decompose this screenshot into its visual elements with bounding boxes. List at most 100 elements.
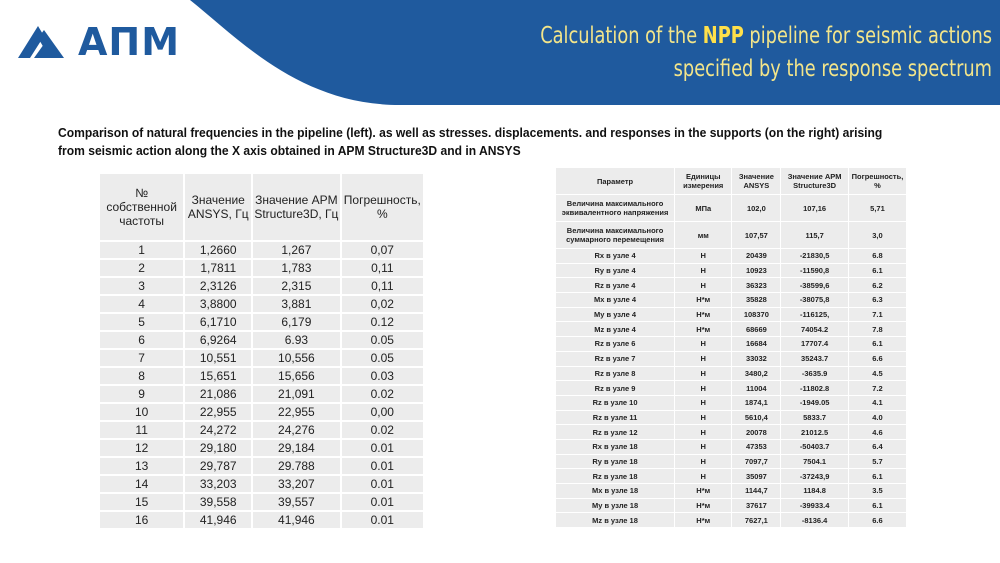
cell: Mx в узле 18 <box>554 483 676 499</box>
cell: 22,955 <box>183 402 254 422</box>
cell: 1144,7 <box>731 483 782 499</box>
cell: 29,180 <box>183 438 254 458</box>
cell: 21012.5 <box>780 424 849 440</box>
cell: -116125, <box>780 306 849 323</box>
cell: Rz в узле 7 <box>554 350 676 367</box>
cell: 0,11 <box>339 258 426 278</box>
table-row: Rz в узле 4 Н 36323 -38599,6 6.2 <box>554 277 908 294</box>
cell: 6 <box>97 330 186 350</box>
cell: 7 <box>97 348 186 368</box>
cell: 11004 <box>731 380 782 396</box>
cell: Mz в узле 4 <box>554 321 676 338</box>
cell: 7.2 <box>847 380 908 396</box>
cell: 5 <box>97 312 186 332</box>
cell: 0.02 <box>339 384 426 404</box>
table-row: 1 1,2660 1,267 0,07 <box>97 240 426 260</box>
cell: 3,0 <box>847 221 908 249</box>
cell: 29,184 <box>251 438 342 458</box>
cell: Н*м <box>674 483 733 499</box>
cell: 1,7811 <box>183 258 254 278</box>
table-row: Mx в узле 4 Н*м 35828 -38075,8 6.3 <box>554 292 908 308</box>
column-header: Параметр <box>554 167 676 195</box>
table-row: My в узле 18 Н*м 37617 -39933.4 6.1 <box>554 497 908 514</box>
cell: Н <box>674 394 733 411</box>
cell: Н <box>674 468 733 484</box>
cell: 0,07 <box>339 240 426 260</box>
cell: Rz в узле 6 <box>554 336 676 352</box>
column-header: Значение ANSYS, Гц <box>183 172 254 242</box>
cell: 21,086 <box>183 384 254 404</box>
cell: Rx в узле 4 <box>554 248 676 264</box>
cell: 20078 <box>731 424 782 440</box>
table-row: 8 15,651 15,656 0.03 <box>97 366 426 386</box>
column-header: № собственной частоты <box>97 172 186 242</box>
cell: 3.5 <box>847 483 908 499</box>
cell: Mx в узле 4 <box>554 292 676 308</box>
cell: 2,315 <box>251 276 342 296</box>
logo-mark <box>18 26 64 58</box>
cell: 115,7 <box>780 221 849 249</box>
logo-text: АПМ <box>78 20 181 64</box>
cell: 13 <box>97 456 186 476</box>
cell: Rz в узле 10 <box>554 394 676 411</box>
cell: 35097 <box>731 468 782 484</box>
table-row: Величина максимального эквивалентного на… <box>554 194 908 222</box>
cell: 5,71 <box>847 194 908 222</box>
cell: 0.01 <box>339 492 426 512</box>
cell: 6.6 <box>847 350 908 367</box>
table-row: 7 10,551 10,556 0.05 <box>97 348 426 368</box>
cell: 10 <box>97 402 186 422</box>
cell: -39933.4 <box>780 497 849 514</box>
cell: 3,881 <box>251 294 342 314</box>
cell: -1949.05 <box>780 394 849 411</box>
table-row: Rz в узле 12 Н 20078 21012.5 4.6 <box>554 424 908 440</box>
cell: 39,558 <box>183 492 254 512</box>
table-row: 5 6,1710 6,179 0.12 <box>97 312 426 332</box>
cell: 0.01 <box>339 474 426 494</box>
column-header: Значение APM Structure3D <box>780 167 849 195</box>
cell: 0,02 <box>339 294 426 314</box>
cell: Rz в узле 9 <box>554 380 676 396</box>
cell: 33,203 <box>183 474 254 494</box>
cell: 3480,2 <box>731 365 782 382</box>
table-row: 4 3,8800 3,881 0,02 <box>97 294 426 314</box>
cell: Н <box>674 438 733 455</box>
cell: 0.03 <box>339 366 426 386</box>
column-header: Значение ANSYS <box>731 167 782 195</box>
cell: 37617 <box>731 497 782 514</box>
cell: 0.02 <box>339 420 426 440</box>
cell: 5833.7 <box>780 409 849 426</box>
cell: Н*м <box>674 497 733 514</box>
cell: 107,57 <box>731 221 782 249</box>
cell: 4.0 <box>847 409 908 426</box>
cell: 35243.7 <box>780 350 849 367</box>
cell: 10,551 <box>183 348 254 368</box>
cell: 9 <box>97 384 186 404</box>
cell: Ry в узле 4 <box>554 262 676 279</box>
table-row: 13 29,787 29.788 0.01 <box>97 456 426 476</box>
cell: 6.1 <box>847 468 908 484</box>
cell: 68669 <box>731 321 782 338</box>
cell: 6.1 <box>847 262 908 279</box>
title: Calculation of the NPP pipeline for seis… <box>476 20 992 86</box>
cell: Н <box>674 380 733 396</box>
cell: 16 <box>97 510 186 530</box>
cell: 47353 <box>731 438 782 455</box>
cell: 3 <box>97 276 186 296</box>
table-row: Rz в узле 7 Н 33032 35243.7 6.6 <box>554 350 908 367</box>
cell: 36323 <box>731 277 782 294</box>
cell: -8136.4 <box>780 512 849 529</box>
title-part: pipeline for seismic actions specified b… <box>673 23 992 82</box>
cell: -50403.7 <box>780 438 849 455</box>
results-table: Параметр Единицы измерения Значение ANSYS З… <box>554 167 908 529</box>
cell: 24,272 <box>183 420 254 440</box>
table-row: Rz в узле 8 Н 3480,2 -3635.9 4.5 <box>554 365 908 382</box>
cell: Rz в узле 11 <box>554 409 676 426</box>
cell: 7627,1 <box>731 512 782 529</box>
table-row: Rz в узле 9 Н 11004 -11802.8 7.2 <box>554 380 908 396</box>
cell: Н <box>674 336 733 352</box>
cell: 6.6 <box>847 512 908 529</box>
table-row: 10 22,955 22,955 0,00 <box>97 402 426 422</box>
cell: Н <box>674 350 733 367</box>
cell: Н <box>674 453 733 470</box>
